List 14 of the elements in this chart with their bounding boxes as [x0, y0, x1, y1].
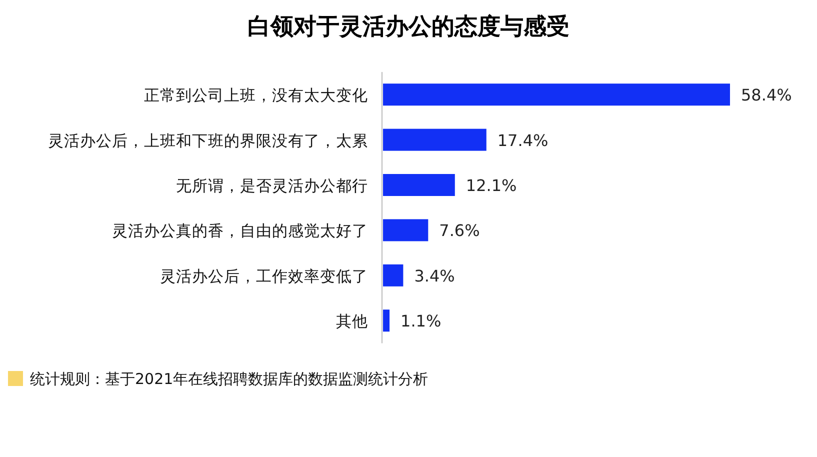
y-tick-label: 其他	[336, 312, 368, 331]
y-tick-label: 灵活办公后，工作效率变低了	[160, 267, 368, 286]
y-tick-label: 正常到公司上班，没有太大变化	[144, 86, 368, 105]
data-label: 7.6%	[439, 221, 480, 240]
y-tick-label: 无所谓，是否灵活办公都行	[176, 177, 368, 195]
y-tick-label: 灵活办公后，上班和下班的界限没有了，太累	[48, 132, 368, 150]
text: 统计规则：基于2021年在线招聘数据库的数据监测统计分析	[30, 370, 428, 388]
data-label: 58.4%	[741, 86, 792, 105]
y-tick-label: 灵活办公真的香，自由的感觉太好了	[112, 222, 368, 240]
data-label: 3.4%	[414, 266, 455, 286]
data-label: 17.4%	[497, 130, 548, 150]
chart-title: 白领对于灵活办公的态度与感受	[248, 13, 570, 40]
data-label: 1.1%	[400, 312, 442, 331]
data-label: 12.1%	[466, 176, 517, 195]
